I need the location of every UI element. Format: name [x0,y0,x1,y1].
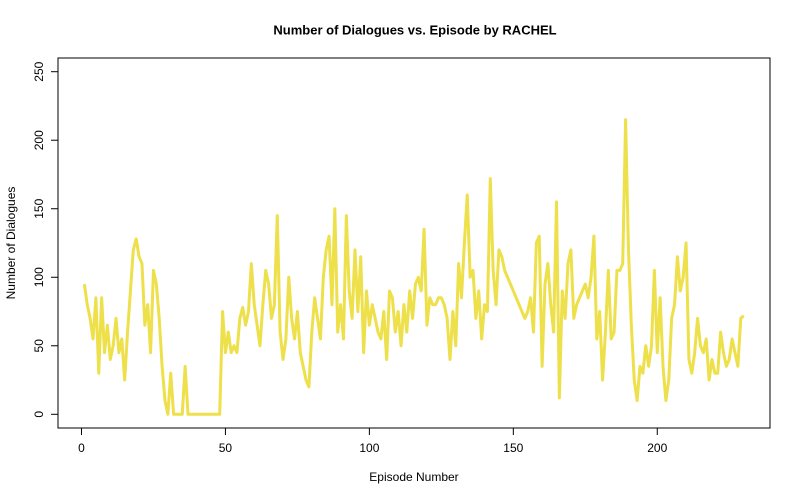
x-tick-label: 50 [219,441,233,455]
y-tick-label: 150 [32,198,46,218]
x-tick-label: 150 [503,441,523,455]
y-tick-label: 100 [32,267,46,287]
x-tick-label: 200 [647,441,667,455]
y-tick-label: 250 [32,61,46,81]
plot-box [57,57,771,429]
chart-title: Number of Dialogues vs. Episode by RACHE… [273,22,556,37]
y-tick-label: 50 [32,339,46,353]
x-tick-label: 100 [359,441,379,455]
data-line [82,118,745,416]
y-tick-label: 200 [32,130,46,150]
y-tick-label: 0 [32,411,46,418]
x-axis-label: Episode Number [369,470,458,484]
y-axis-label: Number of Dialogues [4,187,18,300]
x-tick-label: 0 [78,441,85,455]
